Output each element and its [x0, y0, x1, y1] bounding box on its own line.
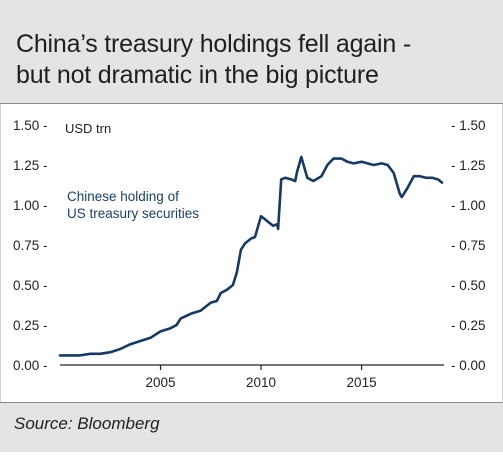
series-annotation: US treasury securities — [67, 206, 199, 221]
plot-area: 0.00 - - 0.00 0.25 - - 0.25 0.50 - - 0.50 0.75… — [0, 104, 503, 402]
y-tick-label-right: - 0.50 — [451, 278, 486, 293]
y-tick-label-right: - 1.25 — [451, 158, 486, 173]
y-tick-label-left: 1.00 - — [13, 198, 48, 213]
y-tick-label-right: - 0.00 — [451, 358, 486, 373]
title-panel: China’s treasury holdings fell again - b… — [0, 0, 503, 104]
y-tick-label-left: 0.75 - — [13, 238, 48, 253]
y-tick-label-right: - 1.00 — [451, 198, 486, 213]
y-tick-label-right: - 0.75 — [451, 238, 486, 253]
source-note: Source: Bloomberg — [14, 414, 160, 433]
line-chart: 0.00 - - 0.00 0.25 - - 0.25 0.50 - - 0.50 0.75… — [13, 118, 486, 390]
y-tick-label-left: 0.00 - — [13, 358, 48, 373]
x-tick-label: 2015 — [347, 375, 377, 390]
series-annotation: Chinese holding of — [67, 189, 179, 204]
y-tick-label-right: - 0.25 — [451, 318, 486, 333]
series-line — [58, 155, 444, 357]
chart-title-line2: but not dramatic in the big picture — [16, 61, 379, 89]
y-tick-label-left: 0.25 - — [13, 318, 48, 333]
x-tick-label: 2005 — [146, 375, 176, 390]
chart-title-line1: China’s treasury holdings fell again - — [16, 30, 411, 58]
bottom-margin — [0, 452, 503, 462]
y-tick-label-left: 1.25 - — [13, 158, 48, 173]
y-tick-label-left: 1.50 - — [13, 118, 48, 133]
y-axis-unit-label: USD trn — [65, 121, 111, 136]
x-tick-label: 2010 — [246, 375, 276, 390]
y-tick-label-right: - 1.50 — [451, 118, 486, 133]
y-tick-label-left: 0.50 - — [13, 278, 48, 293]
source-panel: Source: Bloomberg — [0, 402, 503, 452]
